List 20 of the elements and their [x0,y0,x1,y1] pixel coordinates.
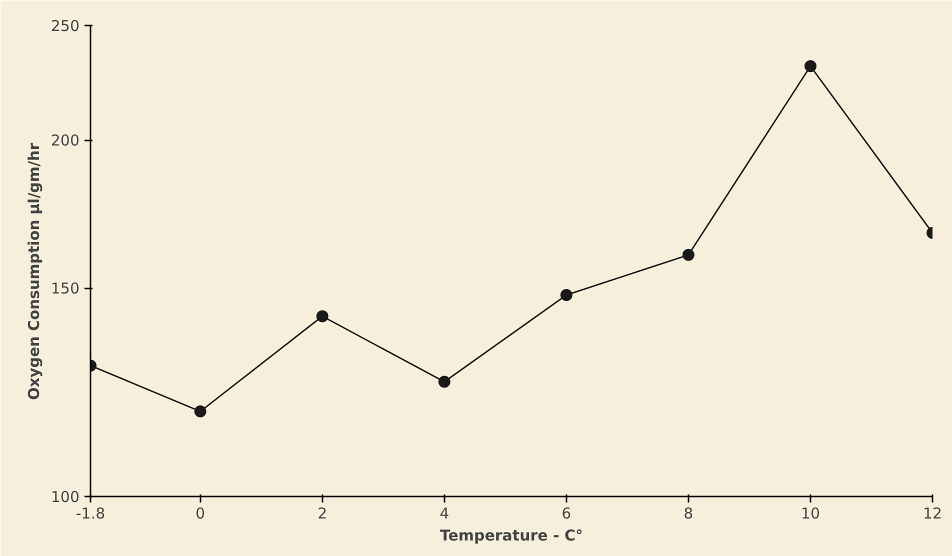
y-tick-label: 250 [50,17,80,35]
x-tick-label: 2 [318,504,328,522]
y-axis-title: Oxygen Consumption µl/gm/hr [24,142,43,400]
x-tick-label: 10 [800,504,820,522]
x-tick-label: 8 [684,504,694,522]
x-axis-title: Temperature - C° [440,526,584,544]
x-tick-label: 12 [922,504,942,522]
x-tick-label: -1.8 [76,504,106,522]
y-tick-label: 150 [50,280,80,298]
y-tick-label: 100 [50,488,80,506]
x-tick-label: 4 [440,504,450,522]
x-tick-label: 6 [562,504,572,522]
point [438,376,450,388]
point [316,310,328,322]
point [804,60,816,72]
point [682,248,694,261]
y-tick-label: 200 [50,132,80,150]
x-tick-label: 0 [196,504,206,522]
point [194,405,206,418]
point [560,288,572,301]
